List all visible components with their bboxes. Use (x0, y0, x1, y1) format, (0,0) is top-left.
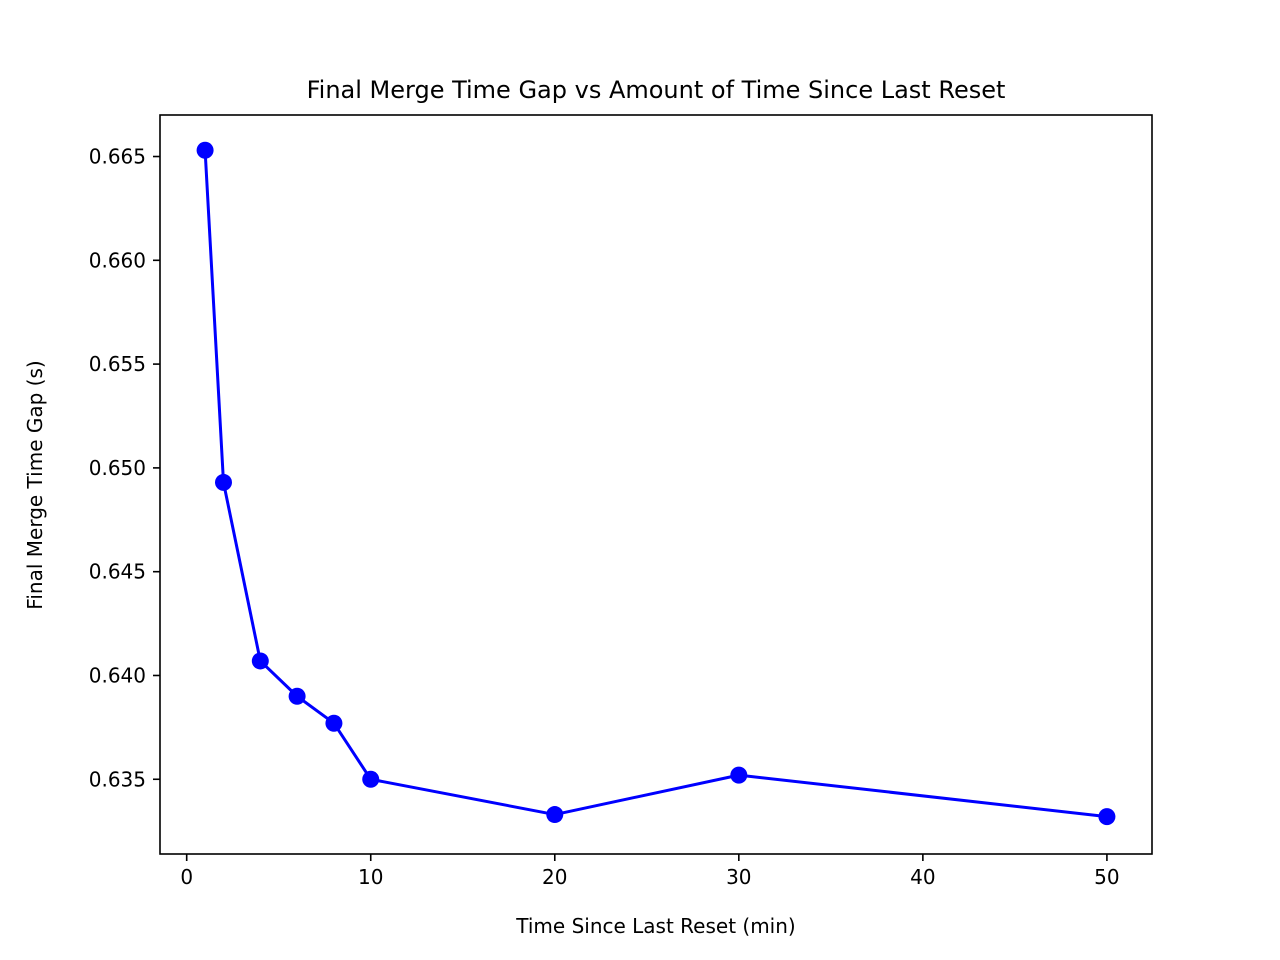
y-tick-label: 0.655 (89, 352, 146, 376)
x-axis-label: Time Since Last Reset (min) (515, 914, 795, 938)
data-point (214, 473, 232, 491)
x-tick-label: 20 (542, 865, 567, 889)
data-point (362, 770, 380, 788)
data-point (196, 141, 214, 159)
y-tick-label: 0.660 (89, 248, 146, 272)
x-axis-ticks: 0 10 20 30 40 50 (180, 854, 1120, 889)
data-point (288, 687, 306, 705)
plot-frame (159, 114, 1153, 855)
x-tick-label: 40 (910, 865, 935, 889)
data-point (730, 766, 748, 784)
data-point (325, 714, 343, 732)
y-tick-label: 0.650 (89, 456, 146, 480)
series-layer (196, 141, 1116, 826)
y-tick-label: 0.665 (89, 145, 146, 169)
chart-title: Final Merge Time Gap vs Amount of Time S… (307, 76, 1006, 104)
x-tick-label: 0 (180, 865, 193, 889)
y-axis-ticks: 0.635 0.640 0.645 0.650 0.655 0.660 0.665 (89, 145, 160, 791)
data-point (251, 652, 269, 670)
data-point (546, 806, 564, 824)
y-tick-label: 0.640 (89, 663, 146, 687)
y-tick-label: 0.635 (89, 767, 146, 791)
y-axis-label: Final Merge Time Gap (s) (23, 360, 47, 609)
x-tick-label: 30 (726, 865, 751, 889)
data-point (1098, 808, 1116, 826)
x-tick-label: 10 (358, 865, 383, 889)
y-tick-label: 0.645 (89, 560, 146, 584)
x-tick-label: 50 (1094, 865, 1119, 889)
